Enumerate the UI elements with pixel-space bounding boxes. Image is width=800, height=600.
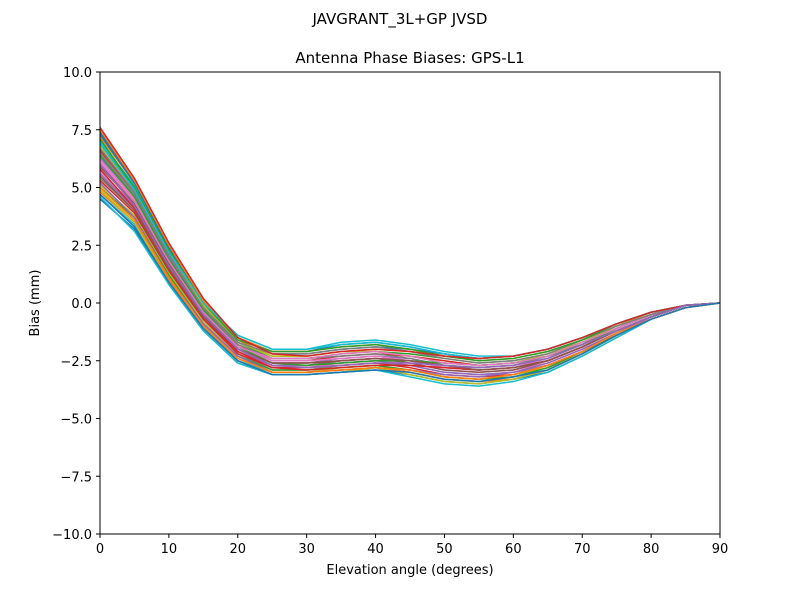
y-tick-label: −2.5 [60,355,92,370]
y-tick-label: 10.0 [63,66,92,81]
x-tick-label: 20 [230,542,247,557]
series-line-az260 [99,196,721,387]
x-axis-ticks: 0 10 20 30 40 50 60 70 80 90 [96,534,728,557]
x-tick-label: 0 [96,542,104,557]
y-tick-label: −5.0 [60,413,92,428]
y-axis-ticks: −10.0 −7.5 −5.0 −2.5 0.0 2.5 5.0 7.5 10.0 [52,66,100,543]
x-tick-label: 70 [574,542,591,557]
x-tick-label: 90 [712,542,729,557]
x-tick-label: 60 [505,542,522,557]
x-tick-label: 40 [367,542,384,557]
series-line-az280 [99,161,721,367]
y-axis-label: Bias (mm) [28,270,43,337]
series-line-az330 [99,163,721,369]
y-tick-label: 2.5 [71,239,92,254]
x-tick-label: 30 [298,542,315,557]
chart-title: Antenna Phase Biases: GPS-L1 [295,49,524,67]
y-tick-label: −7.5 [60,470,92,485]
y-tick-label: 0.0 [71,297,92,312]
chart-suptitle: JAVGRANT_3L+GP JVSD [312,10,488,29]
x-axis-label: Elevation angle (degrees) [326,563,493,578]
y-tick-label: 5.0 [71,182,92,197]
series-line-az350 [99,193,721,383]
y-tick-label: −10.0 [52,528,92,543]
series-lines [99,127,721,387]
y-tick-label: 7.5 [71,124,92,139]
x-tick-label: 50 [436,542,453,557]
series-line-az320 [99,127,721,360]
series-line-az340 [99,186,721,380]
x-tick-label: 80 [643,542,660,557]
x-tick-label: 10 [161,542,178,557]
